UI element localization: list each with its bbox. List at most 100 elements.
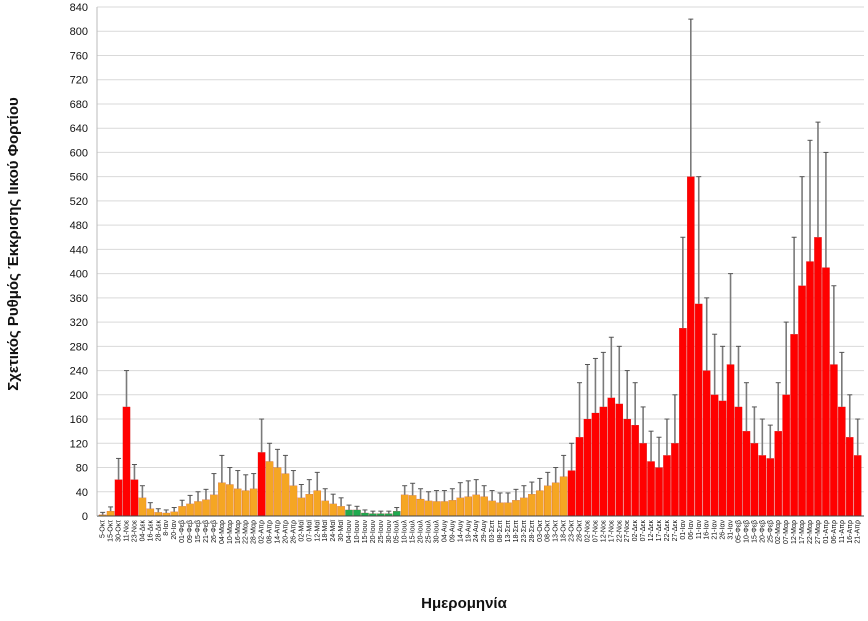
y-tick-label: 800 [70, 26, 88, 38]
y-tick-label: 480 [70, 220, 88, 232]
bar [655, 467, 663, 517]
bar [226, 484, 234, 517]
x-tick-label: 08-Οκτ [545, 520, 552, 542]
bar [106, 511, 115, 517]
bar [806, 261, 814, 517]
x-tick-label: 12-Μαϊ [314, 520, 321, 542]
bar [710, 394, 719, 517]
bar [830, 364, 838, 517]
x-tick-label: 11-Απρ [839, 520, 846, 543]
y-axis-label: Σχετικός Ρυθμός Έκκρισης Ιικού Φορτίου [5, 97, 22, 391]
bar [520, 497, 528, 517]
x-tick-label: 09-Αυγ [449, 520, 456, 543]
bar [591, 412, 600, 517]
bar [559, 476, 568, 517]
bar [114, 479, 123, 517]
x-tick-label: 22-Δεκ [664, 520, 671, 542]
x-tick-label: 16-Απρ [847, 520, 854, 544]
bar [536, 490, 544, 517]
bar [583, 418, 592, 517]
x-tick-label: 10-Μαρ [227, 520, 234, 544]
bar [726, 364, 735, 517]
x-tick-label: 15-Ιουν [362, 520, 369, 544]
bar [178, 506, 186, 517]
bar [138, 497, 147, 517]
x-tick-label: 27-Δεκ [672, 520, 679, 542]
x-tick-label: 12-Μαρ [791, 520, 798, 544]
y-tick-label: 0 [82, 511, 88, 523]
x-tick-label: 31-Ιαν [728, 520, 735, 540]
x-tick-label: 20-Φεβ [759, 520, 766, 543]
bar [488, 500, 496, 517]
x-tick-label: 07-Μαρ [783, 520, 790, 544]
bar [432, 501, 441, 517]
bar [241, 490, 250, 517]
x-tick-label: 02-Μαϊ [298, 520, 305, 542]
x-tick-label: 05-Φεβ [735, 520, 742, 543]
x-tick-label: 11-Ιαν [696, 520, 703, 540]
x-tick-label: 18-Μαϊ [322, 520, 329, 542]
x-tick-label: 27-Μαρ [815, 520, 822, 544]
x-tick-label: 13-Οκτ [553, 520, 560, 542]
x-tick-label: 02-Απρ [259, 520, 266, 544]
x-tick-label: 30-Οκτ [116, 520, 123, 542]
bar [392, 511, 401, 517]
x-tick-label: 02-Μαρ [775, 520, 782, 544]
x-tick-label: 8-Ιαν [163, 520, 170, 536]
bar [305, 494, 314, 517]
x-axis-ticks: 5-Οκτ 15-Οκτ 30-Οκτ 11-Νοε 23-Νοε 04-Δεκ 16-Δε… [100, 520, 862, 544]
x-tick-label: 20-Ιουν [370, 520, 377, 544]
bar [758, 455, 767, 517]
y-tick-label: 600 [70, 147, 88, 159]
bar [671, 443, 679, 517]
bar [782, 394, 790, 517]
x-tick-label: 24-Μαϊ [330, 520, 337, 542]
bar [194, 501, 202, 517]
bar [853, 455, 862, 517]
y-tick-label: 240 [70, 366, 88, 378]
x-tick-label: 14-Απρ [275, 520, 282, 544]
bar [186, 503, 194, 517]
bar [400, 494, 409, 517]
x-tick-label: 21-Απρ [855, 520, 862, 544]
x-tick-label: 21-Φεβ [203, 520, 210, 543]
x-tick-label: 16-Δεκ [147, 520, 154, 542]
bar [464, 496, 472, 517]
bar [504, 502, 512, 517]
x-tick-label: 19-Αυγ [465, 520, 472, 543]
y-tick-label: 840 [70, 2, 88, 14]
x-tick-label: 10-Ιουλ [402, 520, 409, 544]
x-tick-label: 10-Ιουν [354, 520, 361, 544]
x-tick-label: 08-Σεπ [497, 520, 504, 543]
bar [424, 500, 433, 517]
x-tick-label: 06-Ιαν [688, 520, 695, 540]
bar [202, 499, 210, 517]
bar [846, 437, 854, 517]
x-tick-label: 07-Δεκ [640, 520, 647, 542]
x-tick-label: 26-Φεβ [211, 520, 218, 543]
y-tick-label: 160 [70, 414, 88, 426]
x-tick-label: 13-Σεπ [505, 520, 512, 543]
x-tick-label: 17-Μαρ [799, 520, 806, 544]
x-tick-label: 25-Ιουν [378, 520, 385, 544]
bar [273, 467, 282, 517]
x-tick-label: 11-Νοε [124, 520, 131, 542]
bar [321, 500, 329, 517]
x-tick-label: 18-Οκτ [561, 520, 568, 542]
x-tick-label: 05-Ιουλ [394, 520, 401, 544]
x-tick-label: 15-Φεβ [751, 520, 758, 543]
bar [544, 485, 552, 517]
x-tick-label: 20-Απρ [282, 520, 289, 544]
y-tick-label: 200 [70, 390, 88, 402]
bar [170, 511, 178, 517]
bar [329, 503, 337, 517]
y-tick-label: 120 [70, 438, 88, 450]
x-tick-label: 20-Ιουλ [418, 520, 425, 544]
x-tick-label: 16-Ιαν [704, 520, 711, 540]
bar [313, 490, 321, 517]
bar [130, 479, 139, 517]
x-tick-label: 28-Σεπ [529, 520, 536, 543]
y-tick-label: 640 [70, 123, 88, 135]
bar [281, 473, 290, 517]
x-tick-label: 01-Φεβ [179, 520, 186, 543]
